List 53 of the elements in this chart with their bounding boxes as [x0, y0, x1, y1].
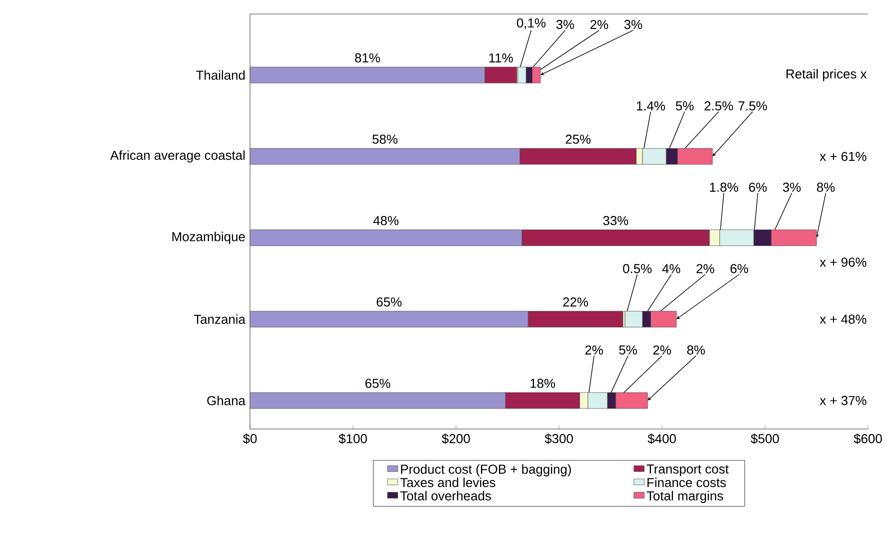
annotation: 0,1% — [516, 18, 546, 30]
annotation: 48% — [373, 216, 398, 226]
annotation: 2% — [696, 264, 714, 274]
annotation: 2% — [590, 20, 608, 30]
annotation: 33% — [603, 216, 628, 226]
legend-label: Transport cost — [646, 464, 729, 476]
x-tick-label: $100 — [338, 434, 367, 444]
annotation: 7.5% — [738, 101, 767, 110]
annotation: 81% — [355, 53, 380, 62]
y-tick-label: Ghana — [207, 396, 246, 406]
annotation: 22% — [563, 297, 588, 307]
y-tick-label: African average coastal — [110, 150, 245, 162]
annotation: x + 37% — [820, 396, 866, 406]
annotation: 18% — [530, 378, 556, 388]
annotation: 8% — [687, 345, 705, 355]
annotation: 58% — [372, 134, 398, 144]
x-tick-label: $0 — [242, 434, 257, 444]
annotation: 11% — [489, 53, 513, 62]
x-tick-label: $400 — [648, 434, 676, 444]
x-tick-label: $500 — [750, 434, 779, 444]
annotation: 2% — [585, 345, 603, 355]
annotation: 3% — [782, 182, 801, 192]
legend-label: Taxes and levies — [400, 478, 496, 488]
legend-label: Finance costs — [648, 478, 726, 488]
annotation: Retail prices x — [786, 68, 867, 82]
annotation: 1.8% — [710, 182, 738, 192]
annotation: 2.5% — [704, 101, 733, 110]
annotation: 1.4% — [636, 101, 665, 110]
annotation: 6% — [749, 182, 767, 192]
x-tick-label: $200 — [442, 434, 470, 444]
legend-label: Product cost (FOB + bagging) — [401, 464, 571, 476]
annotation: 4% — [662, 264, 680, 274]
annotation: 8% — [816, 182, 835, 192]
annotation: 2% — [653, 345, 671, 355]
annotation: x + 61% — [820, 152, 866, 161]
annotation: 0.5% — [623, 264, 652, 274]
legend-label: Total margins — [646, 490, 723, 504]
annotation: 25% — [566, 134, 591, 144]
annotation: 3% — [624, 20, 642, 30]
x-tick-label: $300 — [544, 434, 573, 444]
annotation: 3% — [556, 20, 574, 30]
annotation: x + 96% — [820, 258, 866, 267]
annotation: 5% — [619, 345, 637, 355]
annotation: x + 48% — [820, 314, 866, 324]
y-tick-label: Thailand — [196, 70, 245, 80]
y-tick-label: Mozambique — [172, 232, 245, 244]
annotation: 5% — [676, 101, 694, 110]
annotation: 65% — [376, 297, 402, 307]
annotation: 65% — [365, 378, 390, 388]
legend-label: Total overheads — [400, 490, 491, 500]
y-tick-label: Tanzania — [194, 314, 246, 324]
x-tick-label: $600 — [854, 434, 882, 444]
annotation: 6% — [730, 264, 748, 274]
